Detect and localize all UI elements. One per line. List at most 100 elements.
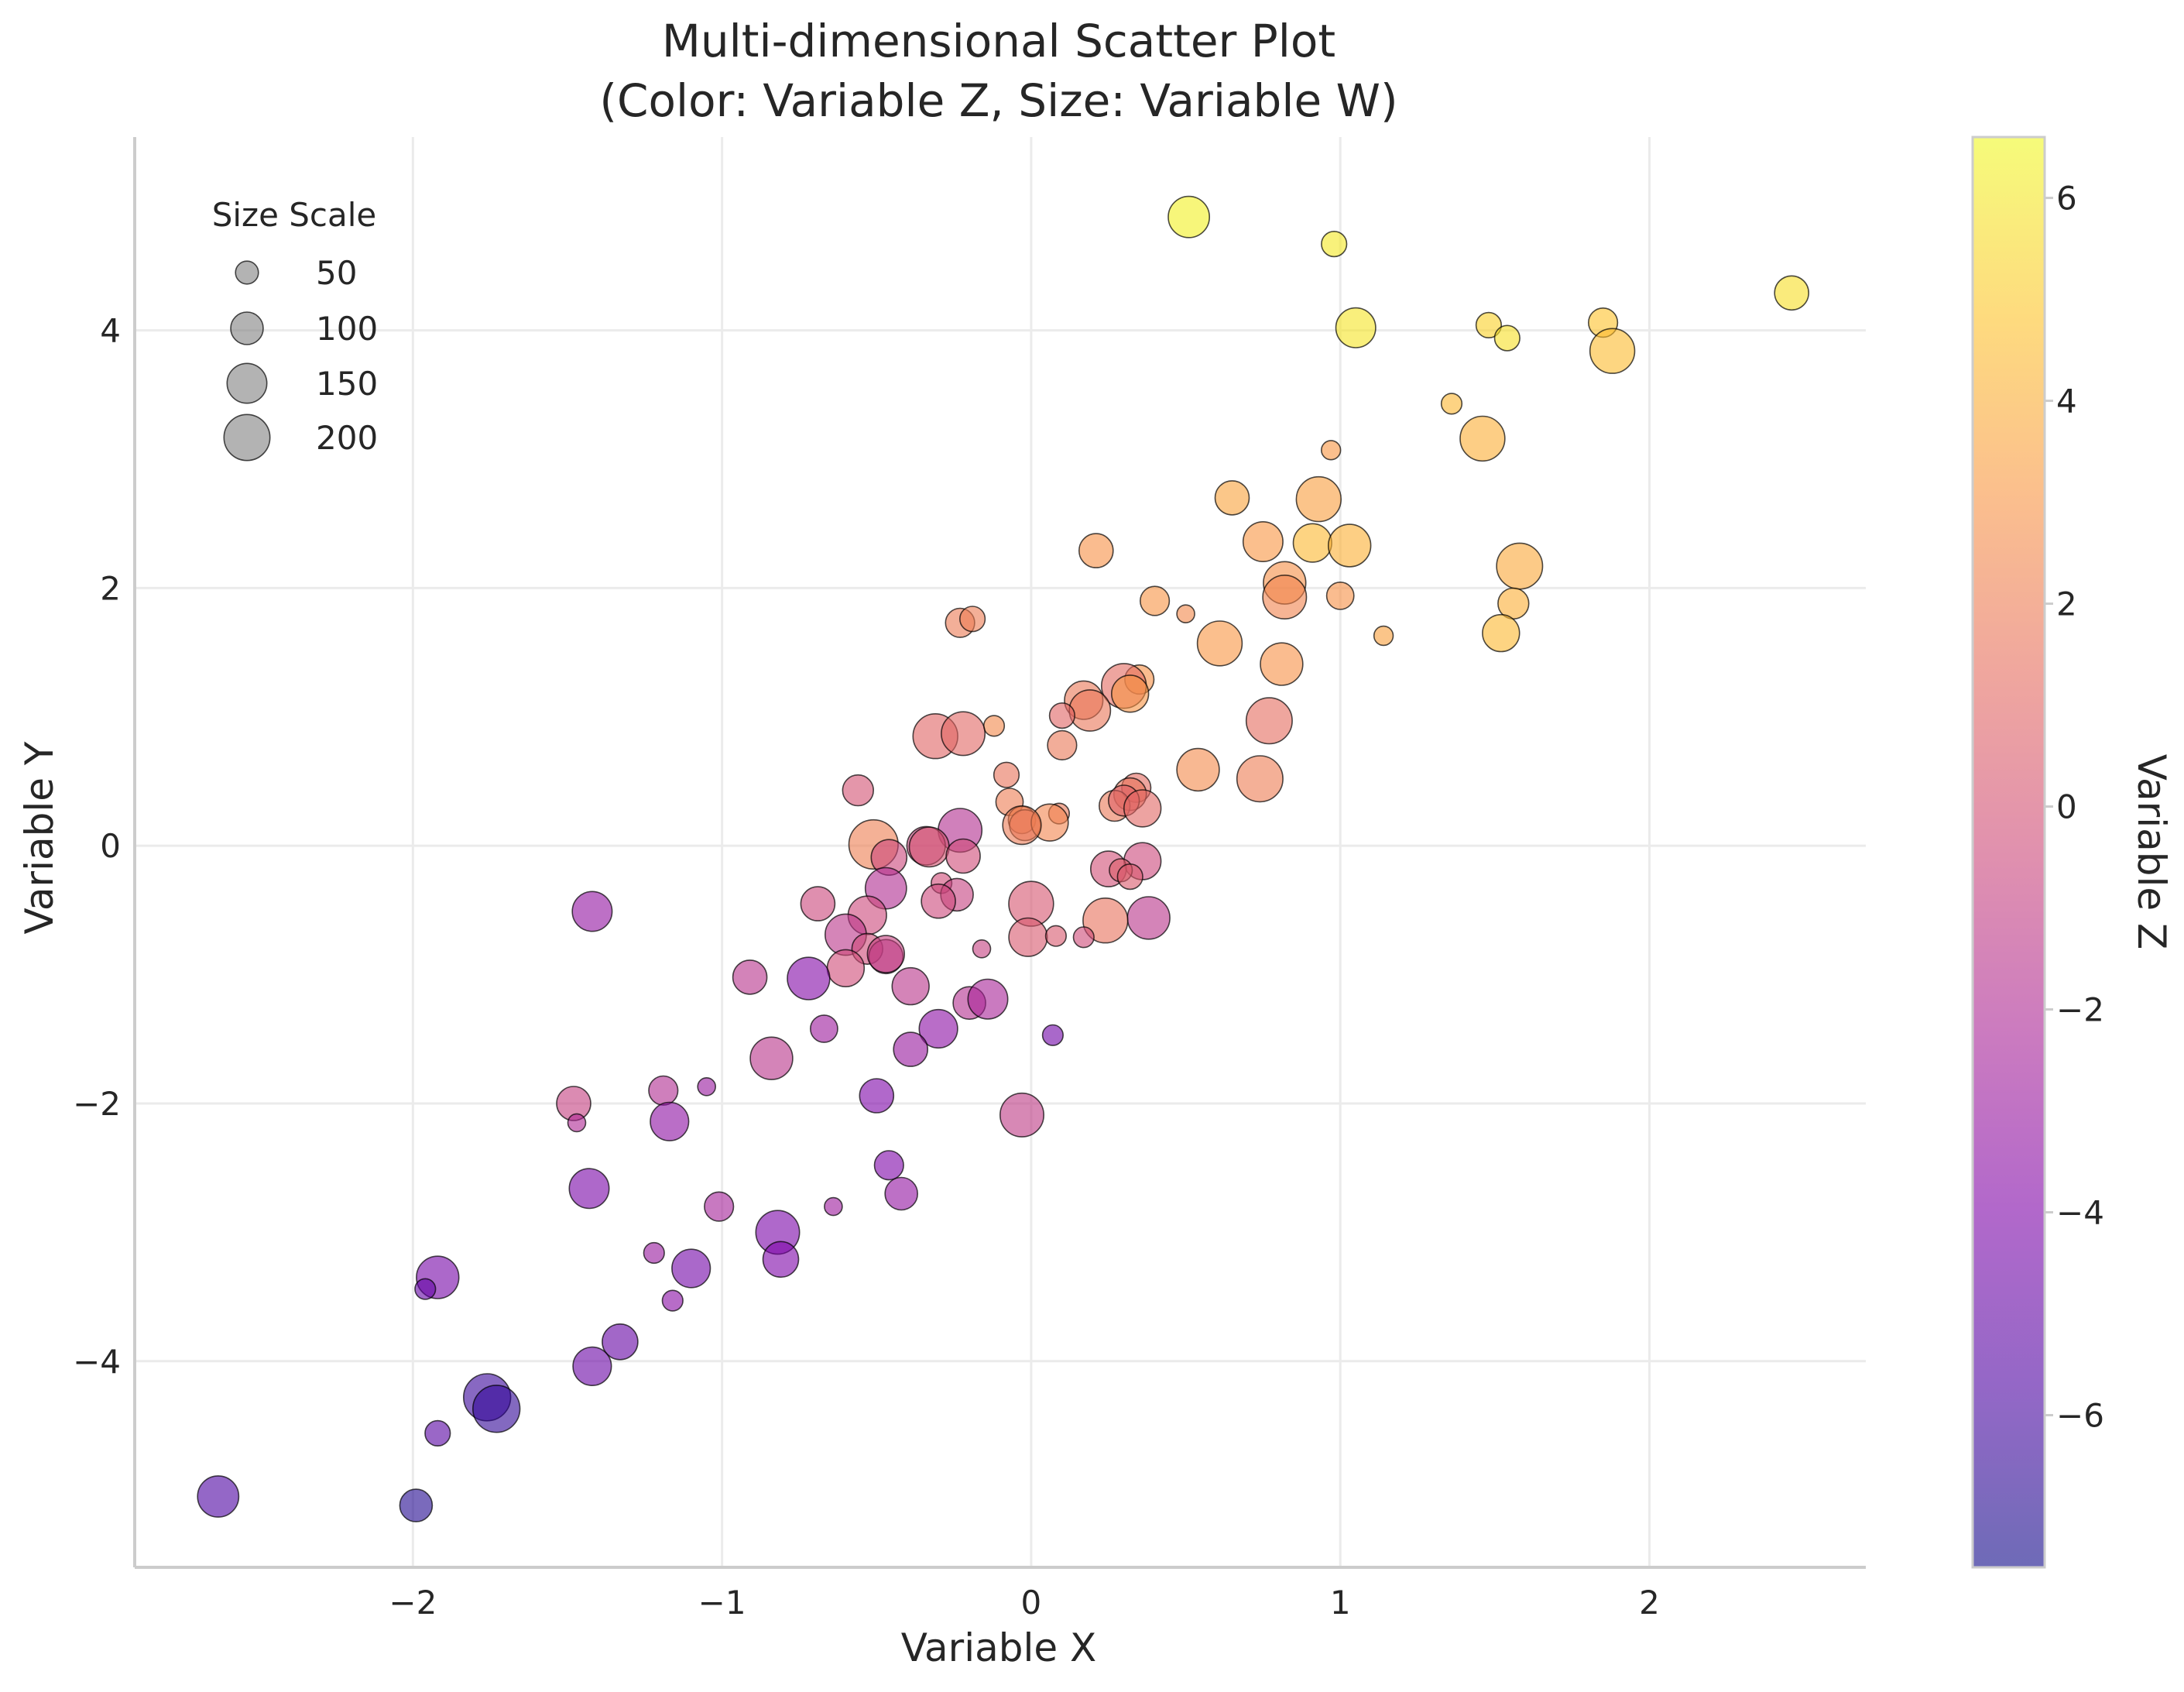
scatter-point [800,886,836,922]
size-legend-marker [235,260,259,285]
scatter-point [824,1196,843,1217]
scatter-point [661,1289,684,1312]
scatter-point [866,935,906,973]
scatter-point [1048,702,1075,729]
scatter-point [602,1323,639,1361]
scatter-point [1236,755,1284,803]
scatter-point [1167,195,1211,239]
scatter-point [1327,523,1372,568]
scatter-point [1321,231,1348,258]
scatter-point [891,966,930,1006]
colorbar-tick-label: 0 [2056,788,2077,826]
size-legend-marker [230,311,264,345]
scatter-point [1589,328,1636,374]
colorbar-gradient [1971,136,2046,1569]
colorbar: Variable Z −6 −4 −2 0 2 4 6 [1971,136,2174,1569]
scatter-point [1078,533,1114,568]
scatter-point [762,1241,800,1278]
x-tick-label: 2 [1639,1584,1660,1622]
scatter-point [1245,697,1293,745]
x-tick-label: 1 [1330,1584,1351,1622]
size-legend-title: Size Scale [212,196,377,234]
scatter-point [842,774,875,807]
scatter-point [650,1101,690,1141]
size-legend-marker [223,414,271,462]
scatter-point [1214,480,1250,516]
scatter-point [1242,520,1284,562]
y-tick-label: −4 [73,1343,121,1381]
colorbar-tick-label: −2 [2056,991,2104,1029]
scatter-point [1126,896,1171,940]
colorbar-tick-label: 4 [2056,383,2077,420]
scatter-point [1292,523,1332,563]
colorbar-tick-label: 6 [2056,180,2077,218]
scatter-point [1176,747,1220,792]
scatter-point [993,761,1020,788]
scatter-point [1262,574,1308,619]
scatter-point [921,883,956,919]
scatter-point [918,1008,958,1049]
scatter-point [1139,585,1171,616]
chart-title-line-2: (Color: Variable Z, Size: Variable W) [599,74,1397,127]
scatter-point [1196,620,1243,667]
scatter-point [810,1014,838,1043]
scatter-point [1295,475,1342,523]
scatter-point [967,978,1009,1020]
scatter-point [424,1419,451,1447]
scatter-point [571,891,613,932]
scatter-point [893,1031,928,1067]
scatter-point [643,1241,665,1265]
scatter-point [1335,307,1377,348]
size-legend-label: 200 [316,419,378,457]
scatter-point [399,1488,434,1522]
scatter-point [671,1248,711,1289]
scatter-point [1068,689,1112,732]
scatter-point [568,1168,610,1210]
scatter-point [859,1078,895,1114]
scatter-point [908,826,950,868]
colorbar-label: Variable Z [2129,754,2174,950]
size-legend-label: 150 [316,365,378,403]
size-legend: Size Scale 50 100 150 200 [212,196,378,462]
scatter-point [1123,789,1162,828]
scatter-point [1041,1024,1064,1046]
y-tick-label: 2 [100,569,121,607]
y-axis-label: Variable Y [17,741,62,934]
scatter-point [567,1113,587,1133]
scatter-point [1002,805,1042,846]
scatter-point [471,1385,521,1433]
scatter-point [982,715,1006,737]
scatter-point [787,956,831,1000]
scatter-point [1493,324,1521,352]
scatter-point [1320,440,1342,461]
scatter-point [1176,604,1195,624]
colorbar-tick-label: −6 [2056,1397,2104,1435]
scatter-point [1475,311,1502,339]
y-tick-label: 0 [100,827,121,865]
scatter-point [1044,925,1067,947]
scatter-point [1440,393,1463,415]
size-legend-marker [226,362,268,404]
scatter-point [958,606,986,633]
size-legend-label: 50 [316,254,357,292]
scatter-point [414,1278,437,1300]
scatter-point [704,1191,735,1222]
scatter-point [1260,642,1304,686]
scatter-point [1774,275,1809,311]
axes: −2 −1 0 1 2 −4 −2 0 2 4 [73,137,1866,1622]
colorbar-tick-label: −4 [2056,1194,2104,1232]
scatter-point [1482,613,1521,653]
y-tick-label: 4 [100,312,121,350]
grid [135,137,1866,1567]
scatter-point [972,939,992,959]
scatter-point [941,711,986,757]
size-legend-label: 100 [316,310,378,348]
scatter-point [1082,897,1129,944]
scatter-point [1116,863,1143,891]
x-tick-label: −2 [389,1584,437,1622]
scatter-point [1325,582,1355,610]
scatter-point [572,1346,612,1386]
scatter-point [697,1077,717,1097]
scatter-point [1496,542,1544,590]
